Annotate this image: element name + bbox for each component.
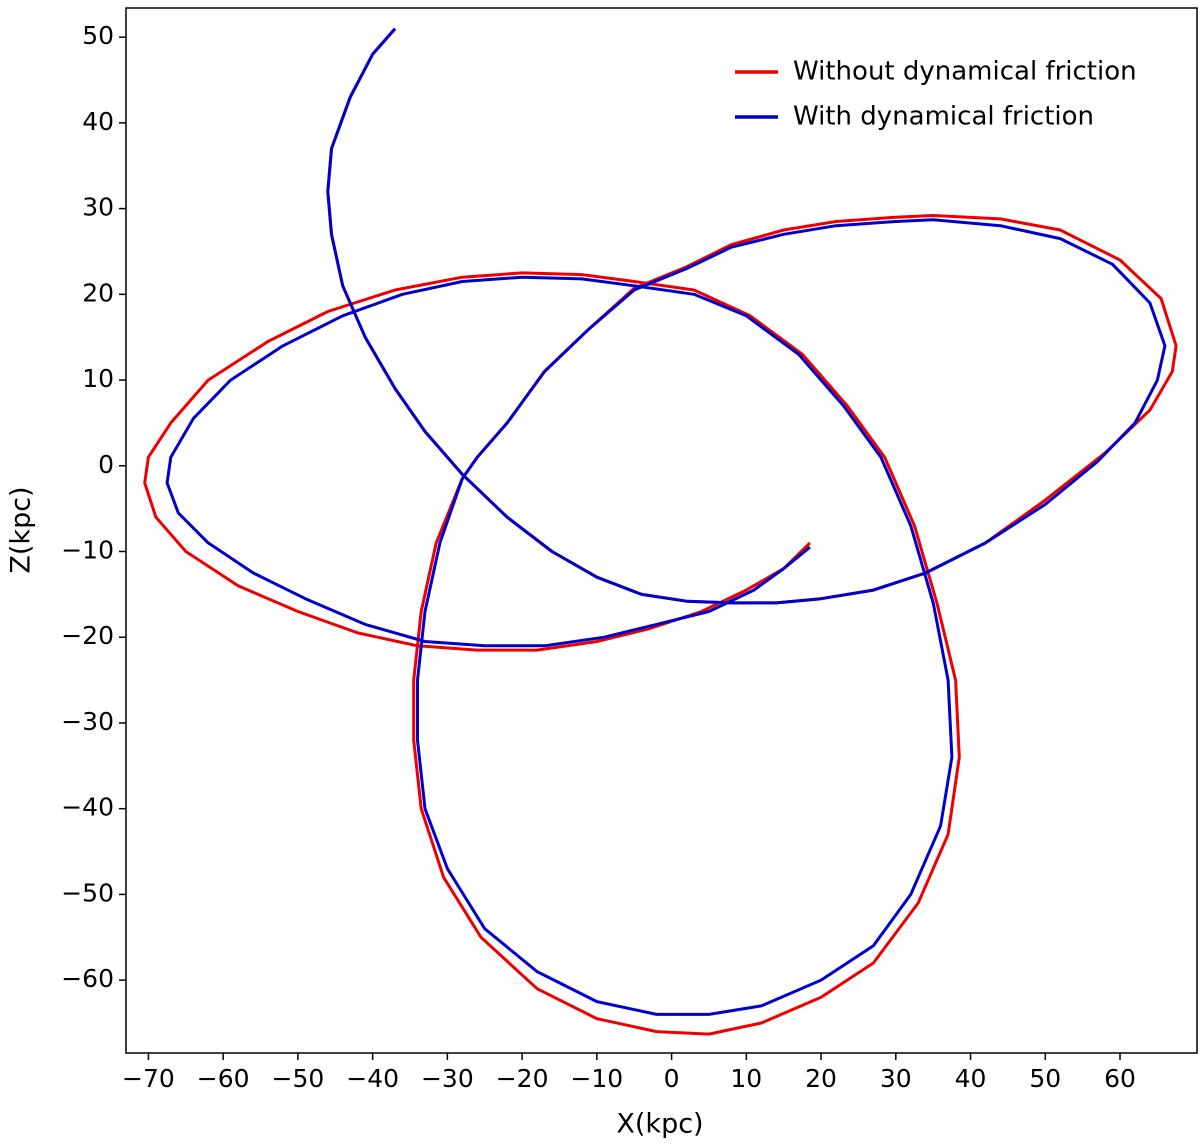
- y-tick-label: −20: [61, 621, 114, 650]
- x-tick-label: 10: [730, 1064, 762, 1093]
- x-tick-label: −40: [346, 1064, 399, 1093]
- x-tick-label: 60: [1104, 1064, 1136, 1093]
- x-axis-label: X(kpc): [616, 1109, 703, 1140]
- y-tick-label: 0: [98, 450, 114, 479]
- y-axis-label: Z(kpc): [6, 486, 37, 573]
- legend-label: Without dynamical friction: [793, 57, 1137, 87]
- x-tick-label: −20: [496, 1064, 549, 1093]
- orbit-line: [143, 27, 1178, 1036]
- x-tick-label: −10: [570, 1064, 623, 1093]
- x-tick-label: 30: [880, 1064, 912, 1093]
- orbit-line: [165, 27, 1167, 1016]
- y-tick-label: −40: [61, 793, 114, 822]
- plot-frame: [125, 7, 1198, 1054]
- x-tick-label: −50: [272, 1064, 325, 1093]
- x-tick-label: 20: [805, 1064, 837, 1093]
- y-tick-label: −60: [61, 964, 114, 993]
- x-tick-label: 40: [955, 1064, 987, 1093]
- y-tick-label: −50: [61, 878, 114, 907]
- legend-label: With dynamical friction: [793, 102, 1094, 132]
- y-tick-label: 50: [82, 21, 114, 50]
- y-tick-label: −10: [61, 536, 114, 565]
- y-tick-label: −30: [61, 707, 114, 736]
- x-tick-label: 0: [664, 1064, 680, 1093]
- x-tick-label: −60: [197, 1064, 250, 1093]
- y-tick-label: 10: [82, 364, 114, 393]
- y-tick-label: 20: [82, 278, 114, 307]
- x-tick-label: −70: [122, 1064, 175, 1093]
- x-tick-label: −30: [421, 1064, 474, 1093]
- y-tick-label: 30: [82, 193, 114, 222]
- x-tick-label: 50: [1029, 1064, 1061, 1093]
- y-tick-label: 40: [82, 107, 114, 136]
